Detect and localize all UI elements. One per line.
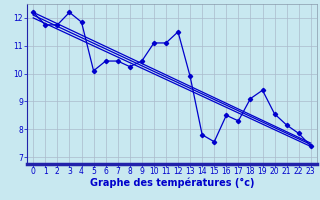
X-axis label: Graphe des températures (°c): Graphe des températures (°c) bbox=[90, 178, 254, 188]
